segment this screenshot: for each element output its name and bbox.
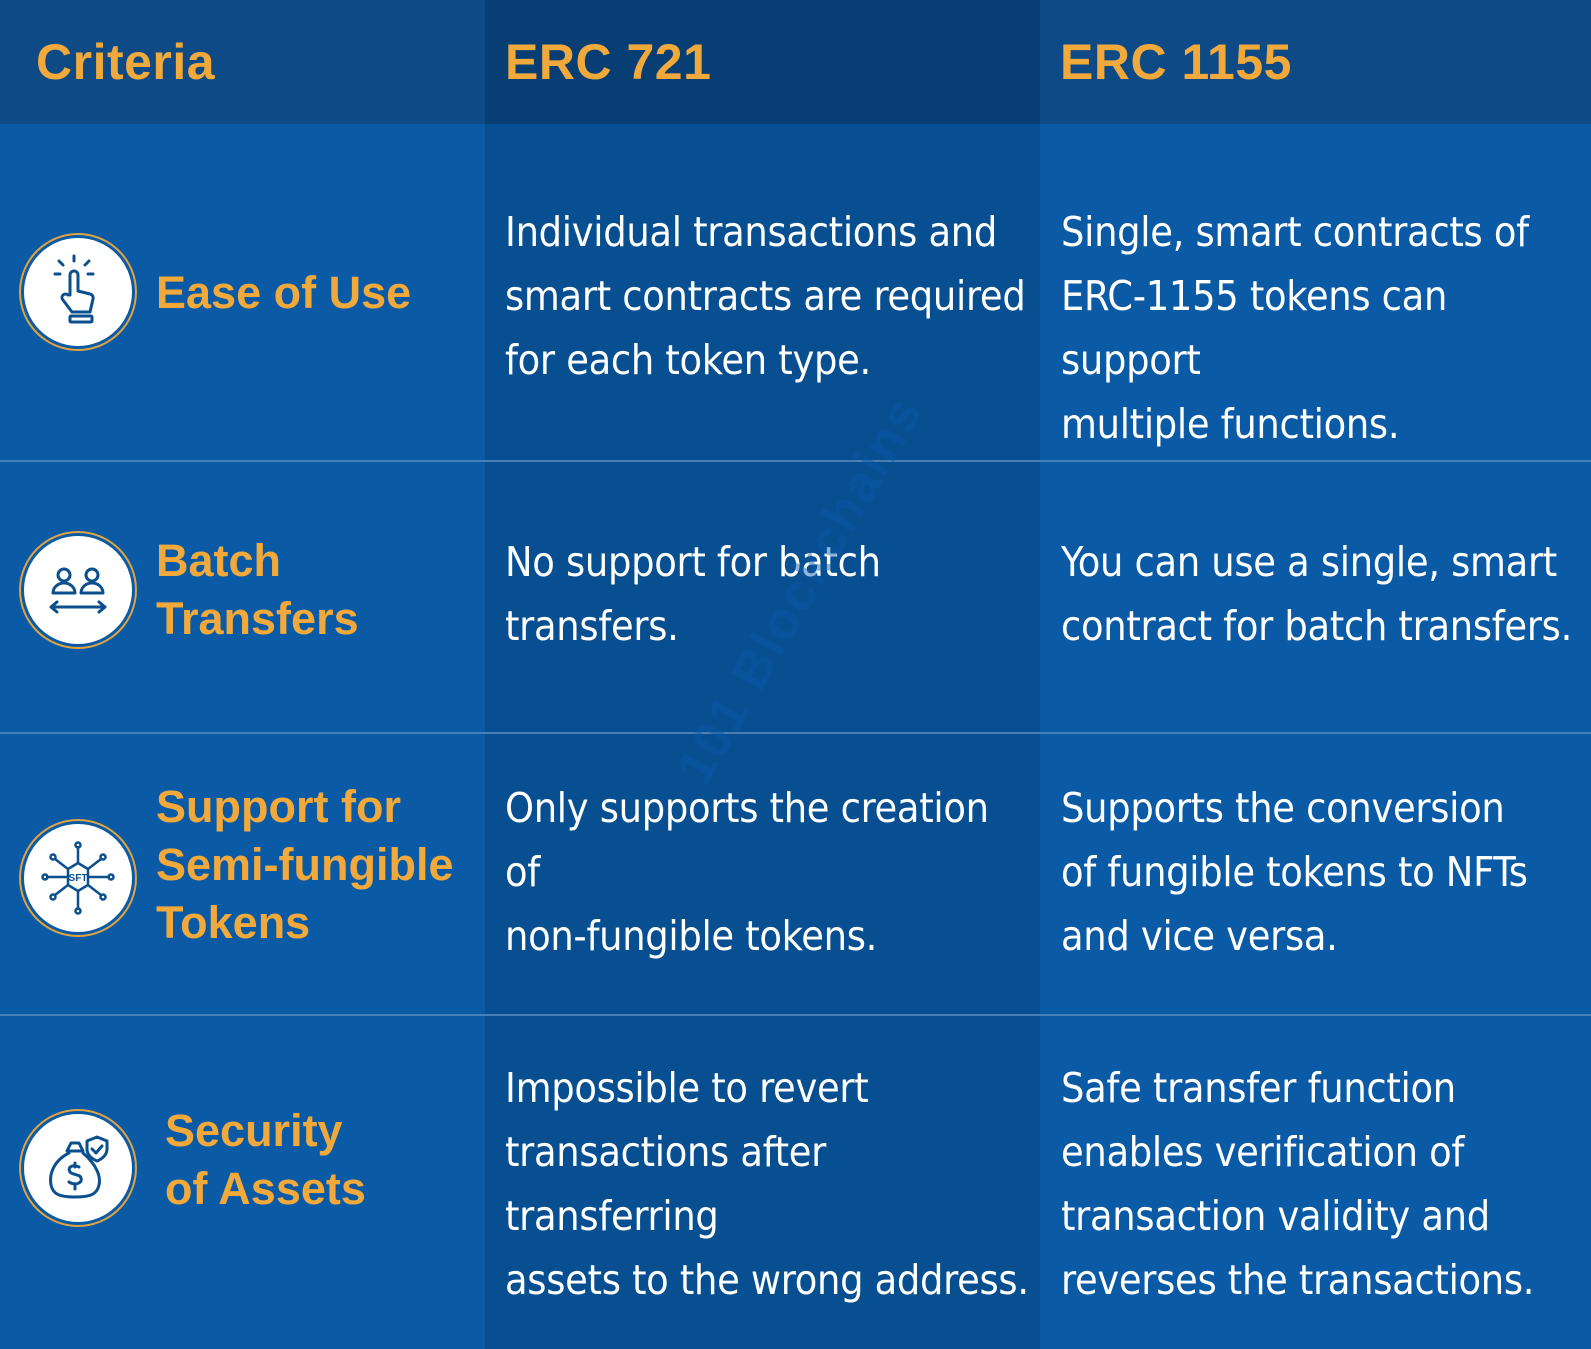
erc721-batch-transfers: No support for batch transfers. [505, 538, 881, 650]
erc721-column [485, 0, 1040, 1349]
table-row-ease-of-use: Ease of Use Individual transactions and … [0, 124, 1591, 460]
criteria-ease-of-use: Ease of Use [156, 267, 412, 318]
erc721-semi-fungible: Only supports the creation of non-fungib… [505, 784, 989, 960]
row-divider [0, 1014, 1591, 1016]
erc721-ease-of-use: Individual transactions and smart contra… [505, 208, 1026, 384]
users-transfer-icon [24, 536, 132, 644]
erc1155-security: Safe transfer function enables verificat… [1061, 1064, 1535, 1304]
criteria-semi-fungible: Support for Semi-fungible Tokens [156, 781, 454, 948]
money-bag-shield-icon [24, 1114, 132, 1222]
sft-network-icon: SFT [24, 824, 132, 932]
header-erc721: ERC 721 [505, 34, 712, 90]
header-erc1155-cell: ERC 1155 [1040, 0, 1591, 124]
erc1155-ease-of-use: Single, smart contracts of ERC-1155 toke… [1061, 208, 1529, 448]
table-row-security: Security of Assets Impossible to revert … [0, 1014, 1591, 1349]
tap-hand-icon [24, 238, 132, 346]
svg-text:SFT: SFT [69, 873, 88, 884]
row-divider [0, 460, 1591, 462]
row-divider [0, 732, 1591, 734]
header-criteria-cell: Criteria [0, 0, 485, 124]
table-row-semi-fungible: SFT Support for Semi-fungible Tokens Onl… [0, 732, 1591, 1014]
header-criteria: Criteria [36, 34, 216, 90]
erc1155-column [1040, 0, 1591, 1349]
erc1155-batch-transfers: You can use a single, smart contract for… [1061, 538, 1573, 650]
table-header: Criteria ERC 721 ERC 1155 [0, 0, 1591, 124]
header-erc721-cell: ERC 721 [485, 0, 1040, 124]
criteria-batch-transfers: Batch Transfers [156, 535, 359, 644]
erc1155-semi-fungible: Supports the conversion of fungible toke… [1061, 784, 1528, 960]
table-row-batch-transfers: Batch Transfers No support for batch tra… [0, 460, 1591, 732]
header-erc1155: ERC 1155 [1060, 34, 1292, 90]
erc721-security: Impossible to revert transactions after … [505, 1064, 1029, 1304]
criteria-security: Security of Assets [165, 1105, 366, 1214]
